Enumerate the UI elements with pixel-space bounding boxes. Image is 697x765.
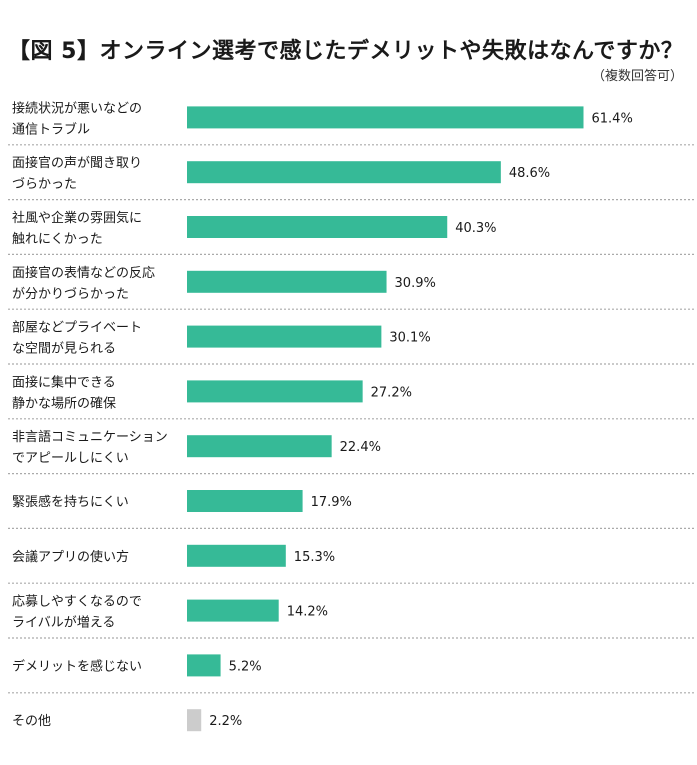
category-label: 接続状況が悪いなどの通信トラブル (12, 100, 142, 137)
value-label: 30.1% (389, 331, 430, 346)
value-label: 15.3% (294, 550, 335, 565)
value-label: 48.6% (509, 166, 550, 181)
value-label: 27.2% (371, 385, 412, 400)
value-label: 40.3% (455, 221, 496, 236)
bar (187, 270, 387, 293)
category-label: 応募しやすくなるのでライバルが増える (12, 595, 142, 631)
category-label: 社風や企業の雰囲気に触れにくかった (12, 210, 142, 247)
category-label: その他 (12, 714, 51, 729)
chart-title: 【図 5】オンライン選考で感じたデメリットや失敗はなんですか？ (8, 39, 684, 64)
bar (187, 654, 221, 677)
bar (187, 161, 501, 184)
multiple-answer-note: （複数回答可） (591, 69, 683, 84)
category-label: 面接官の声が聞き取りづらかった (12, 155, 142, 192)
bar (187, 216, 448, 238)
category-label: 非言語コミュニケーションでアピールしにくい (12, 429, 168, 466)
category-label: 面接に集中できる静かな場所の確保 (12, 374, 116, 411)
value-label: 2.2% (209, 714, 242, 729)
bar (187, 325, 382, 348)
bar (187, 599, 279, 622)
category-label: デメリットを感じない (12, 658, 142, 674)
category-label: 部屋などプライベートな空間が見られる (12, 321, 142, 357)
bar (187, 106, 584, 129)
category-label: 面接官の表情などの反応が分かりづらかった (12, 265, 155, 302)
value-label: 30.9% (395, 276, 436, 291)
bar (187, 709, 202, 732)
value-label: 14.2% (287, 605, 328, 620)
value-label: 22.4% (340, 440, 381, 455)
bar (187, 435, 332, 458)
value-label: 17.9% (311, 495, 352, 510)
category-label: 会議アプリの使い方 (12, 549, 129, 565)
bar (187, 490, 303, 512)
bar (187, 544, 286, 567)
bar (187, 380, 363, 403)
value-label: 5.2% (229, 659, 262, 674)
value-label: 61.4% (592, 111, 633, 126)
category-label: 緊張感を持ちにくい (12, 494, 129, 510)
